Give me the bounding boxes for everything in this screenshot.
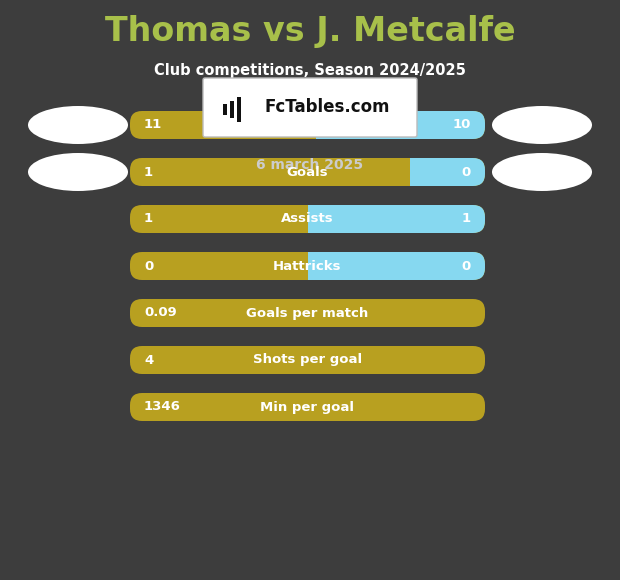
Text: 0: 0 — [462, 165, 471, 179]
FancyBboxPatch shape — [130, 299, 485, 327]
Ellipse shape — [28, 153, 128, 191]
Bar — [237, 97, 241, 122]
Text: 0.09: 0.09 — [144, 306, 177, 320]
Text: 1: 1 — [144, 165, 153, 179]
Text: FcTables.com: FcTables.com — [264, 99, 389, 117]
Bar — [308, 205, 485, 233]
FancyBboxPatch shape — [130, 111, 485, 139]
Bar — [410, 158, 485, 186]
FancyBboxPatch shape — [130, 158, 485, 186]
Bar — [223, 104, 227, 115]
Ellipse shape — [28, 106, 128, 144]
Text: 11: 11 — [144, 118, 162, 132]
FancyBboxPatch shape — [130, 252, 485, 280]
Text: Goals per match: Goals per match — [246, 306, 369, 320]
FancyBboxPatch shape — [130, 346, 485, 374]
Bar — [230, 100, 234, 118]
Text: 10: 10 — [453, 118, 471, 132]
Text: Hattricks: Hattricks — [273, 259, 342, 273]
Text: 6 march 2025: 6 march 2025 — [257, 158, 363, 172]
FancyBboxPatch shape — [130, 205, 485, 233]
Ellipse shape — [492, 153, 592, 191]
Text: Assists: Assists — [281, 212, 334, 226]
FancyBboxPatch shape — [203, 78, 417, 137]
Text: 1: 1 — [144, 212, 153, 226]
Text: 0: 0 — [462, 259, 471, 273]
Text: 0: 0 — [144, 259, 153, 273]
Text: Goals: Goals — [286, 165, 329, 179]
Bar — [308, 252, 485, 280]
FancyBboxPatch shape — [130, 393, 485, 421]
Bar — [316, 111, 485, 139]
Ellipse shape — [492, 106, 592, 144]
Text: 4: 4 — [144, 353, 153, 367]
Text: Club competitions, Season 2024/2025: Club competitions, Season 2024/2025 — [154, 63, 466, 78]
Text: Matches: Matches — [276, 118, 339, 132]
Text: 1: 1 — [462, 212, 471, 226]
Text: Shots per goal: Shots per goal — [253, 353, 362, 367]
Text: Min per goal: Min per goal — [260, 401, 355, 414]
Text: 1346: 1346 — [144, 401, 181, 414]
Text: Thomas vs J. Metcalfe: Thomas vs J. Metcalfe — [105, 16, 515, 49]
